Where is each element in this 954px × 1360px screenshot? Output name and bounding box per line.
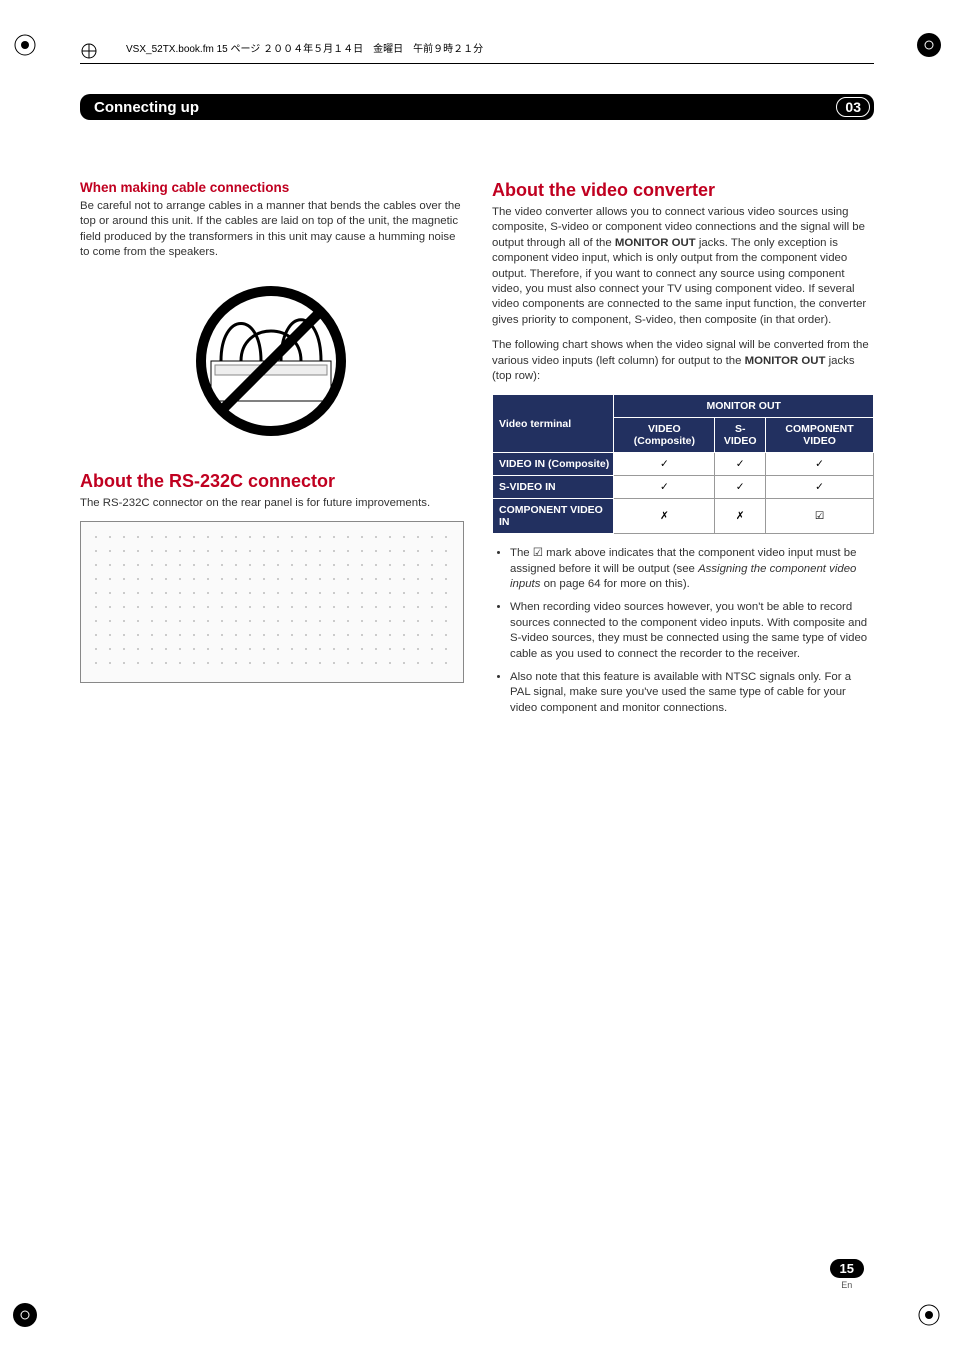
table-row: VIDEO IN (Composite) ✓ ✓ ✓ <box>493 453 874 476</box>
chapter-title: Connecting up <box>94 99 199 116</box>
col-header: VIDEO (Composite) <box>614 418 715 453</box>
page-number: 15 <box>830 1259 864 1278</box>
row-header: VIDEO IN (Composite) <box>493 453 614 476</box>
cell: ✓ <box>766 453 874 476</box>
cell: ✓ <box>766 476 874 499</box>
cell: ✓ <box>715 453 766 476</box>
chapter-number: 03 <box>836 97 870 117</box>
table-corner: Video terminal <box>493 395 614 453</box>
list-item: When recording video sources however, yo… <box>510 600 874 662</box>
page-lang: En <box>830 1280 864 1290</box>
col-header: S-VIDEO <box>715 418 766 453</box>
book-icon <box>80 42 98 60</box>
cell: ☑ <box>766 499 874 534</box>
cell: ✗ <box>715 499 766 534</box>
col-header: COMPONENT VIDEO <box>766 418 874 453</box>
heading-video-converter: About the video converter <box>492 180 874 201</box>
text: on page 64 for more on this). <box>540 578 689 590</box>
figure-rear-panel <box>80 521 464 683</box>
header-line: VSX_52TX.book.fm 15 ページ ２００４年５月１４日 金曜日 午… <box>126 40 483 55</box>
cell: ✓ <box>715 476 766 499</box>
chapter-bar: Connecting up 03 <box>80 94 874 120</box>
notes-list: The ☑ mark above indicates that the comp… <box>492 546 874 716</box>
page: VSX_52TX.book.fm 15 ページ ２００４年５月１４日 金曜日 午… <box>0 0 954 1360</box>
rear-panel-dots <box>89 530 455 674</box>
text: jacks. The only exception is component v… <box>492 237 866 326</box>
list-item: The ☑ mark above indicates that the comp… <box>510 546 874 592</box>
content-columns: When making cable connections Be careful… <box>80 180 874 724</box>
cell: ✗ <box>614 499 715 534</box>
row-header: COMPONENT VIDEO IN <box>493 499 614 534</box>
paragraph-video-2: The following chart shows when the video… <box>492 338 874 384</box>
table-group-header: MONITOR OUT <box>614 395 874 418</box>
paragraph-video-1: The video converter allows you to connec… <box>492 205 874 328</box>
monitor-out-bold-1: MONITOR OUT <box>615 237 696 249</box>
table-row: COMPONENT VIDEO IN ✗ ✗ ☑ <box>493 499 874 534</box>
paragraph-cable-connections: Be careful not to arrange cables in a ma… <box>80 199 462 261</box>
monitor-out-table: Video terminal MONITOR OUT VIDEO (Compos… <box>492 394 874 534</box>
paragraph-rs232c: The RS-232C connector on the rear panel … <box>80 496 462 511</box>
header-rule <box>80 63 874 64</box>
page-footer: 15 En <box>830 1259 864 1290</box>
list-item: Also note that this feature is available… <box>510 670 874 716</box>
right-column: About the video converter The video conv… <box>492 180 874 724</box>
table-row: S-VIDEO IN ✓ ✓ ✓ <box>493 476 874 499</box>
heading-cable-connections: When making cable connections <box>80 180 462 195</box>
row-header: S-VIDEO IN <box>493 476 614 499</box>
heading-rs232c: About the RS-232C connector <box>80 471 462 492</box>
table-row: Video terminal MONITOR OUT <box>493 395 874 418</box>
left-column: When making cable connections Be careful… <box>80 180 462 724</box>
figure-cable-prohibit <box>181 271 361 451</box>
cell: ✓ <box>614 453 715 476</box>
cell: ✓ <box>614 476 715 499</box>
monitor-out-bold-2: MONITOR OUT <box>745 355 826 367</box>
